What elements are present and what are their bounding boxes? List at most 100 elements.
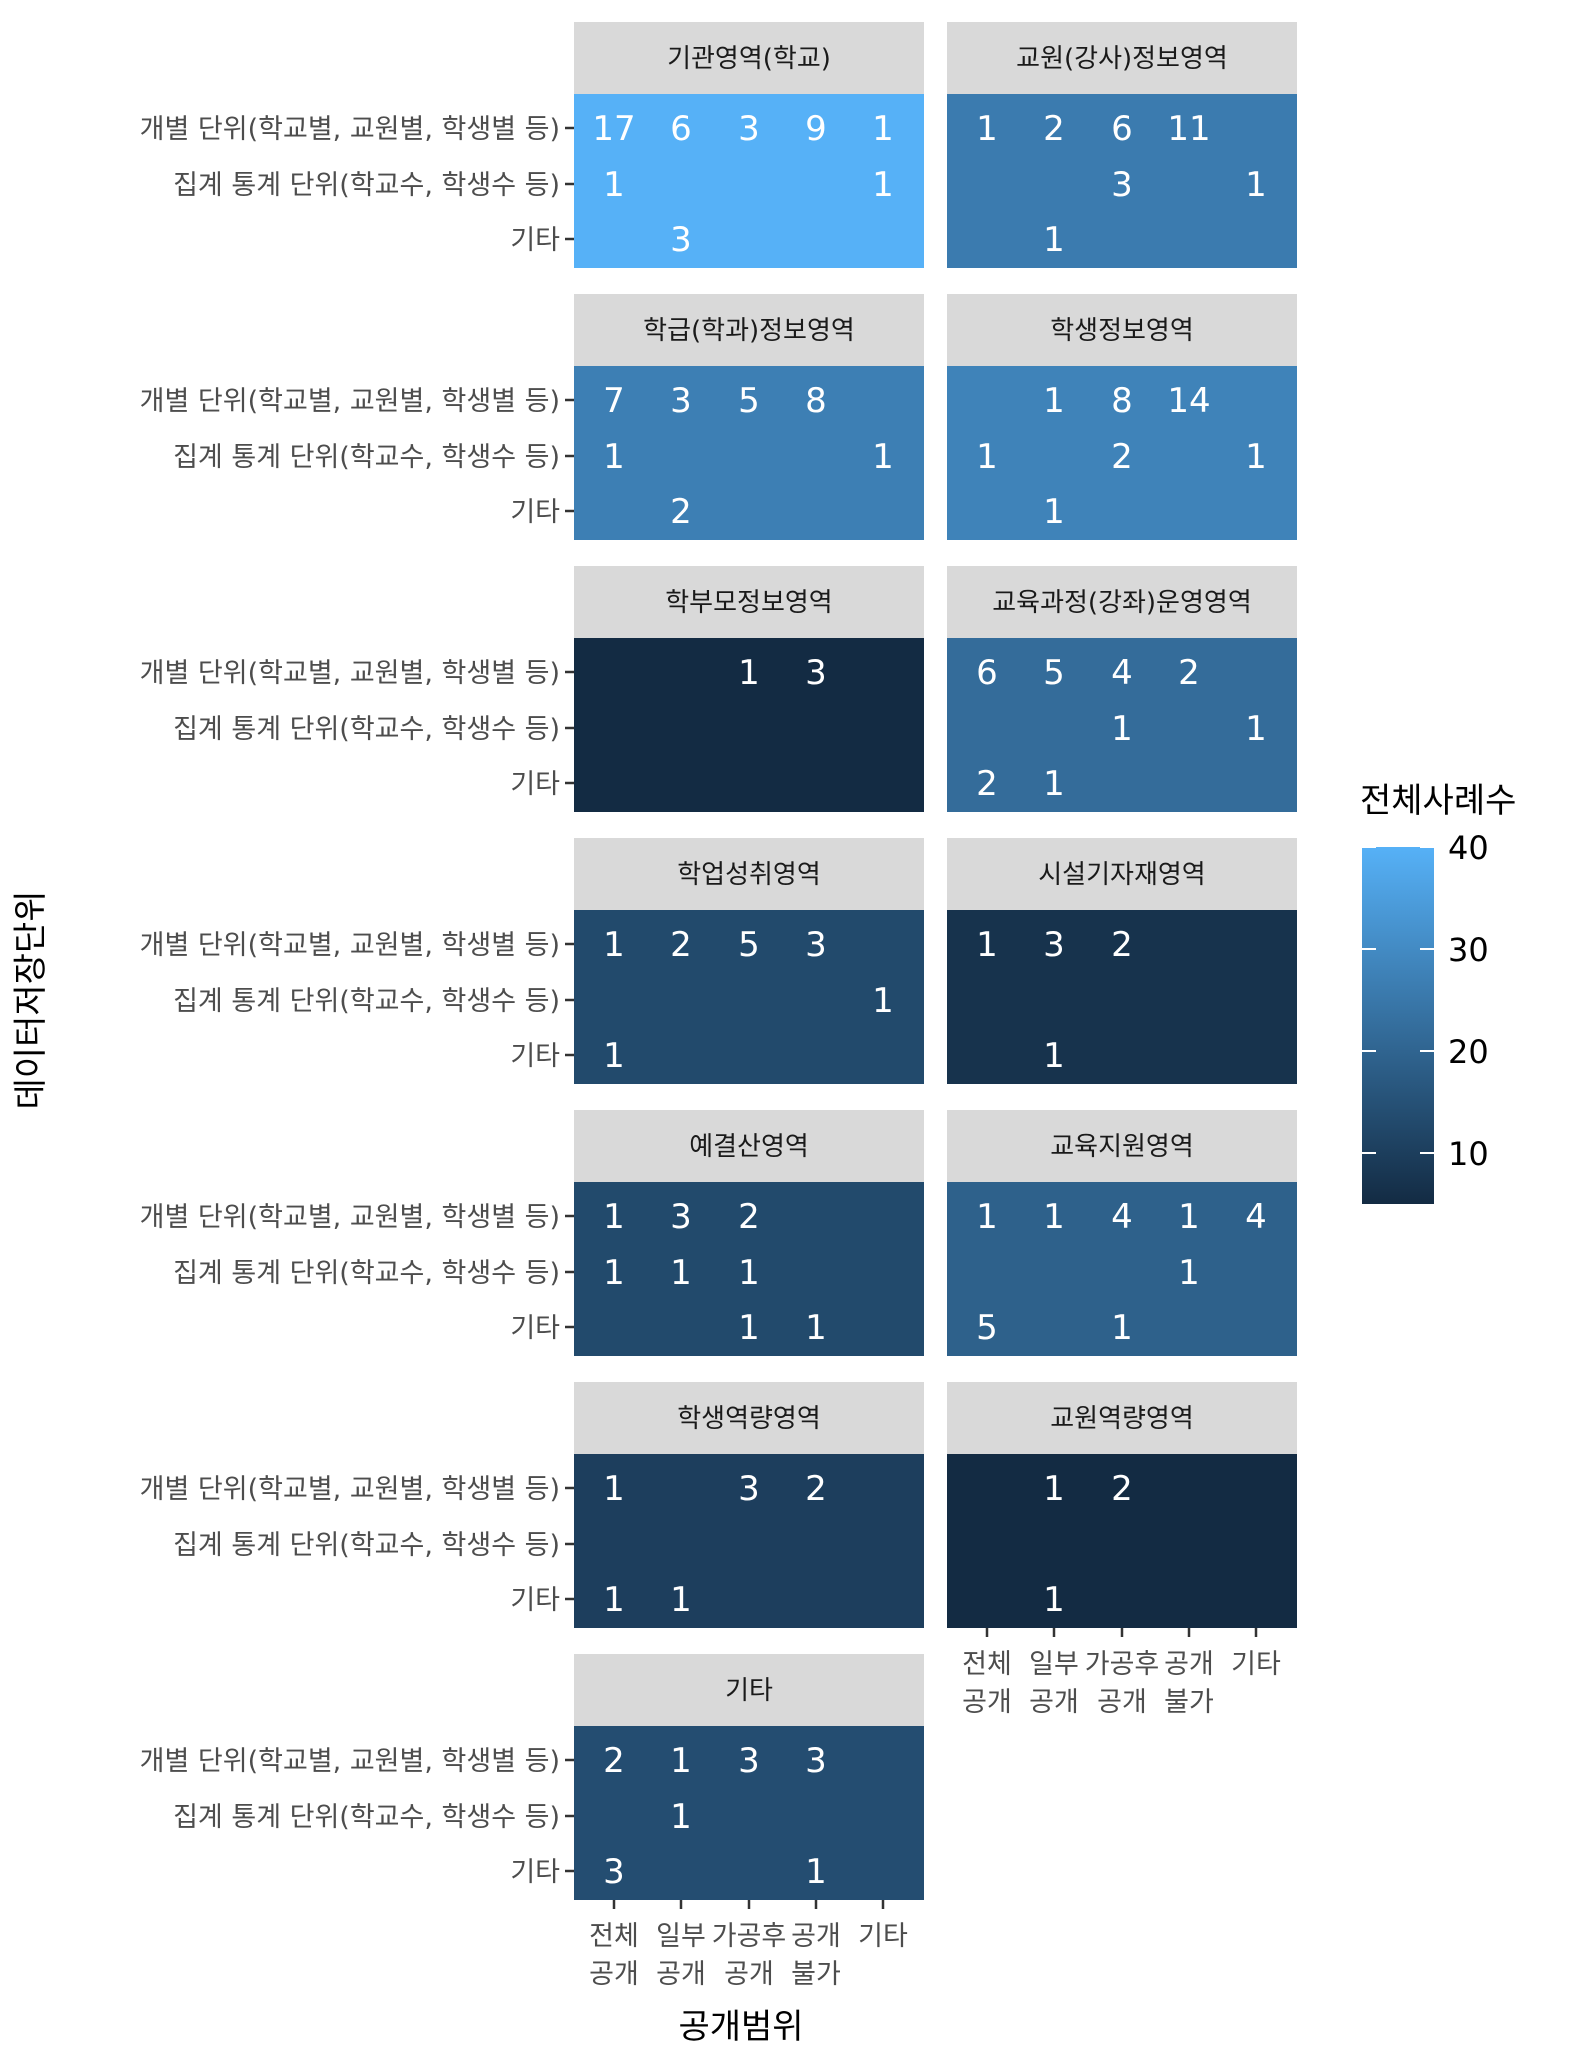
heatmap-tile [574,1726,924,1900]
cell-label: 2 [1043,109,1065,149]
facet-title: 교육지원영역 [1050,1132,1194,1162]
y-tick-label: 개별 단위(학교별, 교원별, 학생별 등) [140,1746,560,1777]
legend-color-bar [1362,847,1434,1204]
facet-title: 학생정보영역 [1050,316,1194,346]
legend-tick-label: 20 [1448,1033,1489,1071]
x-tick-label: 가공후 [1085,1649,1160,1680]
facet-title: 학업성취영역 [677,860,821,890]
heatmap-tile [574,94,924,268]
cell-label: 1 [1245,165,1267,205]
cell-label: 1 [738,1253,760,1293]
cell-label: 8 [805,381,827,421]
facet-panel: 교육과정(강좌)운영영역 6 5 4 2 1 1 2 1 [947,566,1297,812]
facet-title: 교육과정(강좌)운영영역 [992,588,1252,618]
cell-label: 1 [1043,220,1065,260]
facet-strip [947,1382,1297,1454]
cell-label: 1 [670,1797,692,1837]
cell-label: 3 [805,653,827,693]
legend-tick-label: 40 [1448,829,1489,867]
x-tick-label: 공개 [1029,1687,1079,1718]
heatmap-tile [947,94,1297,268]
cell-label: 8 [1111,381,1133,421]
cell-label: 1 [603,1253,625,1293]
cell-label: 1 [1245,709,1267,749]
legend-tick-label: 10 [1448,1135,1489,1173]
facet-title: 예결산영역 [689,1132,809,1162]
facet-strip [574,294,924,366]
facet-strip [574,1654,924,1726]
x-tick-label: 공개 [656,1959,706,1990]
cell-label: 1 [1245,437,1267,477]
x-tick-label: 공개 [962,1687,1012,1718]
y-tick-label: 기타 [510,769,560,800]
heatmap-tile [574,366,924,540]
y-tick-label: 개별 단위(학교별, 교원별, 학생별 등) [140,930,560,961]
cell-label: 3 [805,925,827,965]
cell-label: 2 [1111,925,1133,965]
facet-title: 학급(학과)정보영역 [643,316,855,346]
cell-label: 3 [1043,925,1065,965]
cell-label: 1 [1043,381,1065,421]
facet-panel: 기관영역(학교) 17 6 3 9 1 1 1 3 개별 단위(학교별, 교원별, 학생별 등) 집… [140,22,924,268]
facet-panel: 시설기자재영역 1 3 2 1 [947,838,1297,1084]
cell-label: 1 [872,437,894,477]
facet-strip [947,566,1297,638]
cell-label: 2 [738,1197,760,1237]
x-tick-label: 기타 [1231,1649,1281,1680]
cell-label: 1 [603,1197,625,1237]
cell-label: 1 [1043,1197,1065,1237]
facet-panel: 기타 2 1 3 3 1 3 1 개별 단위(학교별, 교원별, 학생별 등) 집계 통계 단위(… [140,1654,924,1990]
facet-strip [574,838,924,910]
cell-label: 1 [670,1253,692,1293]
axis-titles: 공개범위 데이터저장단위 [11,891,804,2047]
cell-label: 1 [872,165,894,205]
cell-label: 1 [1043,764,1065,804]
cell-label: 6 [670,109,692,149]
legend: 전체사례수 10 20 30 40 [1360,781,1516,1204]
y-tick-label: 기타 [510,497,560,528]
cell-label: 1 [603,1036,625,1076]
legend-tick-label: 30 [1448,931,1489,969]
x-axis-title: 공개범위 [678,2007,803,2047]
y-tick-label: 기타 [510,225,560,256]
y-tick-label: 집계 통계 단위(학교수, 학생수 등) [173,714,560,745]
cell-label: 1 [670,1580,692,1620]
facet-strip [574,1110,924,1182]
x-tick-label: 공개 [1097,1687,1147,1718]
cell-label: 2 [670,492,692,532]
facet-title: 교원역량영역 [1050,1404,1194,1434]
cell-label: 3 [670,381,692,421]
cell-label: 2 [976,764,998,804]
facet-title: 교원(강사)정보영역 [1016,44,1228,74]
heatmap-tile [947,638,1297,812]
cell-label: 4 [1245,1197,1267,1237]
heatmap-tile [947,1182,1297,1356]
cell-label: 1 [603,165,625,205]
cell-label: 1 [603,925,625,965]
cell-label: 1 [738,653,760,693]
cell-label: 6 [1111,109,1133,149]
x-tick-label: 일부 [656,1921,706,1952]
y-tick-label: 개별 단위(학교별, 교원별, 학생별 등) [140,114,560,145]
facet-strip [947,1110,1297,1182]
cell-label: 3 [738,1741,760,1781]
facet-strip [574,22,924,94]
cell-label: 5 [738,381,760,421]
cell-label: 1 [1111,709,1133,749]
cell-label: 2 [670,925,692,965]
x-tick-label: 전체 [962,1649,1012,1680]
cell-label: 1 [1178,1253,1200,1293]
cell-label: 6 [976,653,998,693]
x-tick-label: 공개 [724,1959,774,1990]
cell-label: 3 [1111,165,1133,205]
cell-label: 2 [1178,653,1200,693]
x-tick-label: 공개 [791,1921,841,1952]
cell-label: 5 [738,925,760,965]
facet-strip [947,838,1297,910]
legend-title: 전체사례수 [1360,781,1516,821]
y-axis-title: 데이터저장단위 [11,891,51,1110]
heatmap-tile [574,1182,924,1356]
